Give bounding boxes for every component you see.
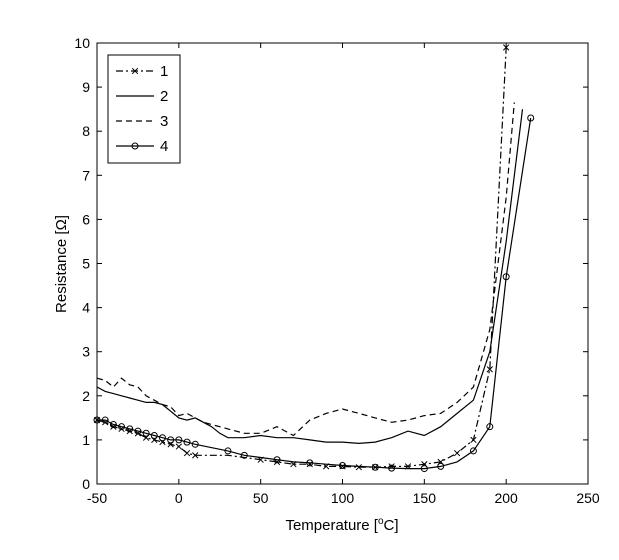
- x-tick-label: 0: [175, 490, 183, 506]
- y-tick-label: 7: [82, 167, 90, 183]
- series-4-marker: [167, 436, 175, 444]
- series-1-marker: [355, 464, 363, 471]
- series-4-marker: [371, 463, 379, 471]
- x-axis-label-superscript: o: [378, 516, 384, 527]
- series-1-marker: [453, 449, 461, 457]
- series-4-marker: [158, 434, 166, 442]
- series-4-marker: [339, 461, 346, 469]
- series-1-marker: [470, 436, 477, 444]
- series-4-marker: [175, 436, 183, 444]
- series-2-line: [96, 109, 524, 445]
- x-tick-label: 200: [494, 490, 518, 506]
- series-1-marker: [192, 452, 199, 459]
- x-tick-label: -50: [87, 490, 107, 506]
- series-4-marker: [109, 420, 117, 428]
- legend-label-1: 1: [160, 63, 168, 80]
- series-4-marker: [486, 423, 494, 431]
- x-tick-label: 150: [413, 490, 437, 506]
- series-1-marker: [183, 449, 191, 457]
- y-tick-label: 1: [82, 432, 90, 448]
- series-4-marker: [224, 447, 232, 455]
- series-1-marker: [175, 443, 182, 450]
- series-4-marker: [469, 447, 477, 455]
- y-tick-label: 4: [82, 300, 90, 316]
- y-tick-label: 0: [82, 476, 90, 492]
- series-4-marker: [150, 431, 158, 439]
- y-tick-label: 9: [82, 79, 90, 95]
- y-axis-label: Resistance [Ω]: [53, 215, 70, 313]
- y-tick-label: 5: [82, 256, 90, 272]
- series-4-marker: [191, 440, 199, 448]
- series-4-marker: [101, 416, 109, 424]
- series-4-marker: [118, 423, 126, 431]
- x-tick-label: 250: [576, 490, 600, 506]
- series-4-marker: [183, 438, 191, 446]
- series-4-marker: [142, 429, 150, 437]
- plot-area: [93, 44, 535, 473]
- series-4-marker: [437, 462, 445, 470]
- legend-label-2: 2: [160, 88, 168, 105]
- series-3-line: [96, 102, 515, 437]
- y-tick-label: 6: [82, 211, 90, 227]
- legend-marker-1: [131, 67, 139, 75]
- legend-label-4: 4: [160, 138, 168, 155]
- y-tick-label: 8: [82, 123, 90, 139]
- series-4-marker: [527, 114, 535, 122]
- legend: 1 2 3 4: [107, 54, 181, 164]
- legend-box: [107, 54, 181, 164]
- legend-marker-4: [131, 142, 139, 150]
- y-tick-label: 2: [82, 388, 90, 404]
- series-1-line: [96, 47, 507, 468]
- x-tick-label: 50: [253, 490, 269, 506]
- series-4-marker: [388, 464, 396, 472]
- y-tick-label: 3: [82, 344, 90, 360]
- series-4-marker: [134, 427, 142, 435]
- series-4-marker: [502, 273, 510, 281]
- series-4-marker: [420, 465, 428, 473]
- y-tick-label: 10: [74, 35, 90, 51]
- x-tick-label: 100: [331, 490, 355, 506]
- series-4-marker: [273, 456, 281, 464]
- series-1-marker: [486, 366, 493, 373]
- series-4-marker: [126, 425, 134, 433]
- x-axis-label: Temperature [oC]: [285, 516, 398, 534]
- series-4-marker: [306, 459, 314, 467]
- x-axis-label-suffix: C]: [384, 517, 399, 534]
- series-4-marker: [240, 451, 248, 459]
- legend-label-3: 3: [160, 113, 168, 130]
- x-axis-label-prefix: Temperature [: [285, 517, 378, 534]
